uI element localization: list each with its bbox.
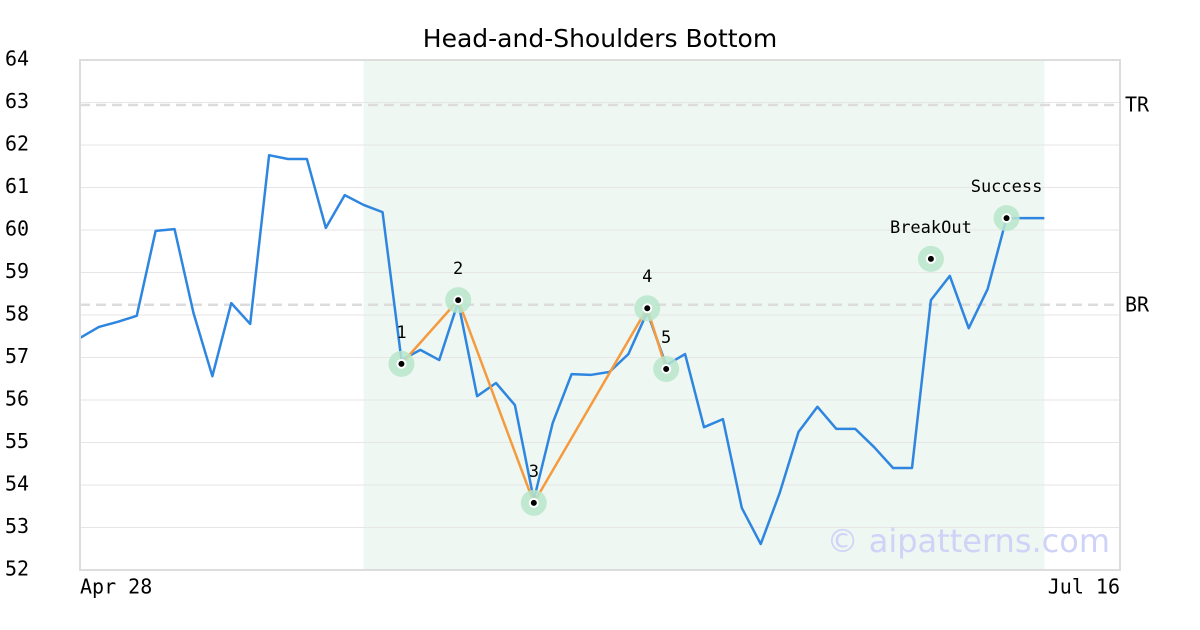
marker-label: Success — [971, 177, 1043, 197]
price-line — [79, 153, 1045, 546]
y-tick-label: 54 — [5, 472, 29, 496]
y-tick-label: 52 — [5, 557, 29, 581]
marker-dot — [661, 363, 672, 374]
marker-dot — [528, 497, 539, 508]
marker-dot — [925, 253, 936, 264]
marker-label: 5 — [661, 328, 671, 348]
marker-dot — [642, 303, 653, 314]
y-tick-label: 53 — [5, 514, 29, 538]
y-tick-label: 55 — [5, 429, 29, 453]
chart-title: Head-and-Shoulders Bottom — [423, 24, 777, 53]
y-tick-label: 56 — [5, 387, 29, 411]
y-tick-label: 61 — [5, 174, 29, 198]
watermark: © aipatterns.com — [827, 522, 1110, 560]
y-tick-label: 57 — [5, 344, 29, 368]
x-tick-label: Apr 28 — [80, 575, 152, 599]
y-tick-label: 62 — [5, 132, 29, 156]
marker-dot — [453, 295, 464, 306]
marker-label: BreakOut — [890, 218, 972, 238]
y-tick-label: 58 — [5, 302, 29, 326]
marker-label: 4 — [642, 267, 652, 287]
marker-label: 3 — [529, 462, 539, 482]
level-label: BR — [1125, 292, 1150, 316]
y-tick-label: 64 — [5, 47, 29, 71]
marker-label: 1 — [396, 323, 406, 343]
y-tick-label: 59 — [5, 259, 29, 283]
marker-dot — [1001, 213, 1012, 224]
y-tick-label: 60 — [5, 217, 29, 241]
plot-frame — [79, 59, 1121, 571]
marker-label: 2 — [453, 259, 463, 279]
x-tick-label: Jul 16 — [1048, 575, 1120, 599]
y-tick-label: 63 — [5, 89, 29, 113]
level-label: TR — [1125, 93, 1150, 117]
marker-dot — [396, 358, 407, 369]
